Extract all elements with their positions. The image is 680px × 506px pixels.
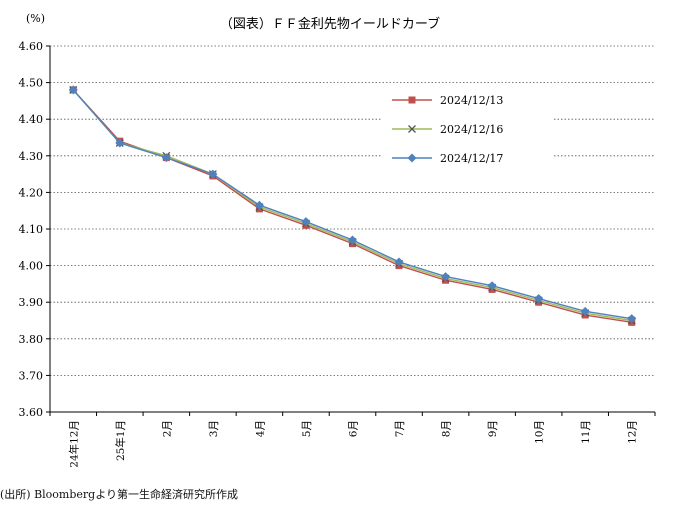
y-tick-label: 4.50	[19, 77, 44, 90]
y-tick-label: 4.40	[19, 113, 44, 126]
x-tick-label: 5月	[301, 420, 313, 437]
y-tick-label: 4.20	[19, 186, 44, 199]
legend-label: 2024/12/16	[440, 123, 503, 136]
legend-label: 2024/12/13	[440, 94, 503, 107]
data-point	[534, 294, 544, 304]
data-point	[208, 169, 218, 179]
y-tick-label: 4.00	[19, 260, 44, 273]
y-tick-label: 3.90	[19, 296, 44, 309]
data-point	[348, 235, 357, 245]
legend-marker	[407, 153, 417, 163]
y-axis-unit: (%)	[26, 12, 45, 25]
legend-marker	[408, 125, 416, 133]
data-point	[68, 85, 78, 95]
x-tick-label: 9月	[487, 420, 499, 437]
series-group	[68, 85, 637, 326]
x-axis-ticks: 24年12月 25年1月 2月 3月 4月 5月 6月 7月 8月 9月 10月 11月 12月	[49, 412, 656, 468]
gridlines	[50, 45, 655, 376]
data-point	[161, 153, 171, 163]
x-tick-label: 8月	[441, 420, 453, 437]
x-tick-label: 12月	[627, 420, 639, 444]
data-point	[394, 257, 404, 267]
x-tick-label: 2月	[161, 420, 173, 437]
source-note: (出所) Bloombergより第一生命経済研究所作成	[0, 488, 238, 501]
x-tick-label: 25年1月	[114, 420, 127, 461]
x-tick-label: 4月	[254, 420, 266, 437]
legend-label: 2024/12/17	[440, 152, 503, 165]
x-tick-label: 3月	[208, 420, 220, 437]
data-point	[301, 217, 311, 227]
data-point	[115, 138, 125, 148]
x-tick-label: 24年12月	[67, 420, 80, 468]
y-axis-ticks: 3.60 3.70 3.80 3.90 4.00 4.10 4.20 4.30 4.40 4.50…	[19, 40, 50, 419]
legend-marker	[408, 96, 416, 104]
data-point	[580, 306, 590, 316]
chart-title: （図表）ＦＦ金利先物イールドカーブ	[220, 16, 440, 32]
y-tick-label: 3.60	[19, 406, 44, 419]
x-tick-label: 7月	[394, 420, 406, 437]
data-point	[254, 200, 264, 210]
y-tick-label: 4.10	[19, 223, 44, 236]
y-tick-label: 4.30	[19, 150, 44, 163]
data-point	[441, 272, 451, 282]
x-tick-label: 11月	[580, 420, 592, 444]
x-tick-label: 6月	[348, 420, 360, 437]
data-point	[627, 314, 637, 324]
y-tick-label: 3.80	[19, 333, 44, 346]
x-tick-label: 10月	[534, 420, 546, 444]
y-tick-label: 3.70	[19, 369, 44, 382]
legend: 2024/12/13 2024/12/16 2024/12/17	[392, 94, 503, 165]
data-point	[487, 281, 497, 291]
y-tick-label: 4.60	[19, 40, 44, 53]
ff-futures-yield-chart: （図表）ＦＦ金利先物イールドカーブ (%) 3.60 3.70 3.80 3.90 4.…	[19, 12, 656, 468]
